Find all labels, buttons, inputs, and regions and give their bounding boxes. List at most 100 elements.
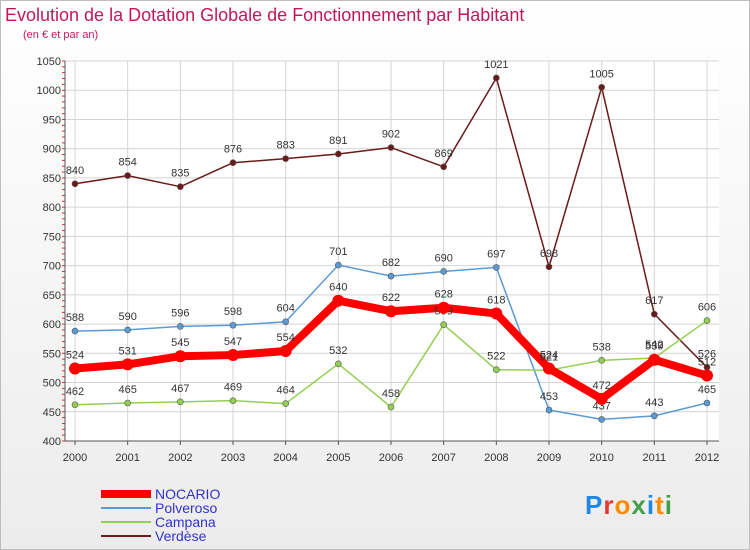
data-label: 690 — [434, 252, 452, 264]
data-label: 588 — [66, 312, 84, 324]
data-point — [440, 163, 447, 171]
x-tick-label: 2011 — [643, 452, 667, 464]
legend-label: Verdèse — [155, 528, 207, 544]
data-point — [703, 399, 711, 407]
data-label: 1021 — [484, 59, 508, 71]
data-label: 532 — [329, 345, 347, 357]
legend-swatch — [101, 507, 151, 509]
data-label: 902 — [382, 129, 400, 141]
data-point — [282, 318, 289, 326]
data-label: 883 — [276, 140, 294, 152]
logo-letter: x — [631, 490, 647, 520]
data-label: 453 — [540, 391, 558, 403]
logo-letter: i — [664, 490, 673, 520]
legend-label: Polveroso — [155, 500, 218, 516]
y-tick-label: 950 — [43, 114, 61, 126]
data-point — [595, 392, 608, 405]
data-point — [229, 159, 237, 167]
data-label: 512 — [698, 357, 716, 369]
x-tick-label: 2003 — [221, 452, 245, 464]
x-tick-label: 2000 — [63, 452, 87, 464]
data-label: 835 — [171, 168, 189, 180]
data-label: 606 — [698, 302, 716, 314]
data-point — [282, 155, 289, 162]
data-label: 876 — [224, 144, 242, 156]
legend-item: Verdèse — [101, 529, 220, 543]
data-label: 854 — [118, 157, 136, 169]
data-label: 604 — [276, 303, 294, 315]
data-point — [177, 323, 184, 330]
data-point — [124, 326, 131, 334]
data-label: 701 — [329, 246, 347, 258]
y-tick-label: 400 — [43, 436, 61, 448]
data-label: 531 — [118, 345, 136, 357]
legend-item: Campana — [101, 515, 220, 529]
data-point — [440, 321, 447, 328]
data-label: 465 — [118, 384, 136, 396]
data-point — [493, 264, 500, 271]
data-label: 443 — [645, 397, 663, 409]
legend-item: Polveroso — [101, 501, 220, 515]
x-tick-label: 2004 — [273, 452, 297, 464]
data-label: 628 — [434, 289, 452, 301]
data-point — [335, 261, 342, 269]
data-point — [121, 358, 134, 371]
data-label: 640 — [329, 282, 347, 294]
y-tick-label: 700 — [43, 261, 61, 273]
data-point — [493, 74, 500, 82]
y-tick-label: 1050 — [37, 56, 61, 68]
data-point — [335, 150, 342, 158]
x-tick-label: 2012 — [695, 452, 719, 464]
data-point — [71, 327, 79, 335]
logo-letter: o — [614, 490, 632, 520]
data-label: 554 — [276, 332, 294, 344]
data-point — [437, 301, 450, 314]
data-label: 697 — [487, 248, 505, 260]
x-tick-label: 2002 — [168, 452, 192, 464]
logo-letter: i — [646, 490, 656, 520]
data-point — [598, 357, 605, 364]
data-point — [124, 172, 131, 179]
logo-letter: r — [603, 490, 615, 520]
data-label: 472 — [592, 380, 610, 392]
data-point — [177, 183, 184, 190]
data-label: 1005 — [589, 68, 613, 80]
data-label: 869 — [434, 148, 452, 160]
x-tick-label: 2001 — [115, 452, 139, 464]
y-tick-label: 900 — [43, 144, 61, 156]
data-point — [174, 350, 187, 363]
legend-label: NOCARIO — [155, 486, 221, 502]
data-label: 437 — [592, 400, 610, 412]
legend: NOCARIO Polveroso Campana Verdèse — [101, 487, 220, 543]
data-label: 465 — [698, 384, 716, 396]
x-tick-label: 2008 — [484, 452, 508, 464]
chart-title: Evolution de la Dotation Globale de Fonc… — [5, 5, 525, 25]
y-tick-label: 800 — [43, 202, 61, 214]
data-label: 526 — [698, 348, 716, 360]
data-point — [648, 353, 661, 366]
data-label: 596 — [171, 307, 189, 319]
data-label: 598 — [224, 306, 242, 318]
data-point — [69, 362, 81, 375]
data-point — [387, 403, 395, 411]
data-label: 521 — [540, 351, 558, 363]
y-tick-label: 750 — [43, 231, 61, 243]
data-point — [701, 369, 713, 382]
y-tick-label: 850 — [43, 173, 61, 185]
data-label: 522 — [487, 351, 505, 363]
data-label: 545 — [171, 337, 189, 349]
data-point — [71, 180, 79, 188]
data-point — [279, 344, 292, 357]
x-tick-label: 2010 — [589, 452, 613, 464]
data-label: 891 — [329, 135, 347, 147]
data-point — [598, 416, 605, 423]
chart-subtitle: (en € et par an) — [23, 29, 99, 41]
data-label: 467 — [171, 383, 189, 395]
data-label: 542 — [645, 339, 663, 351]
data-label: 524 — [66, 350, 84, 362]
data-label: 462 — [66, 386, 84, 398]
data-label: 617 — [645, 295, 663, 307]
logo-letter: t — [655, 490, 665, 520]
legend-swatch — [101, 535, 151, 537]
y-tick-label: 500 — [43, 378, 61, 390]
